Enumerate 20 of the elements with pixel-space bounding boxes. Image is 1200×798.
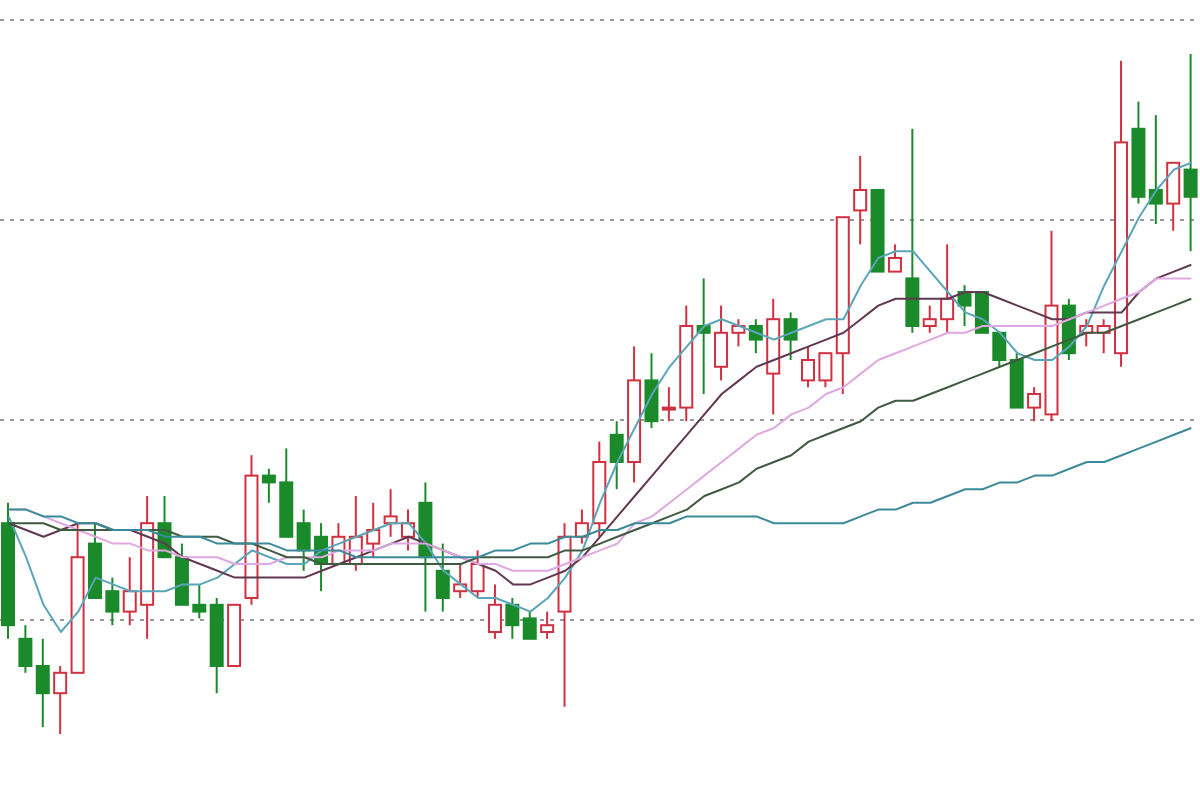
candlestick (609, 420, 624, 491)
candlestick (522, 610, 537, 640)
candlestick (887, 243, 902, 273)
candlestick (1166, 161, 1181, 232)
candlestick (487, 583, 502, 640)
candlestick (905, 127, 920, 334)
candlestick (1148, 114, 1163, 225)
candlestick (505, 597, 520, 640)
candlestick (435, 542, 450, 613)
candlestick (1009, 352, 1024, 409)
candlestick (383, 488, 398, 538)
candlestick (783, 311, 798, 361)
candlestick (1183, 54, 1198, 253)
candlestick (540, 610, 555, 640)
candlestick (470, 549, 485, 599)
candlestick (35, 637, 50, 729)
candlestick (853, 155, 868, 246)
candlestick (18, 624, 33, 674)
candlestick (644, 352, 659, 429)
candlestick (53, 665, 68, 734)
